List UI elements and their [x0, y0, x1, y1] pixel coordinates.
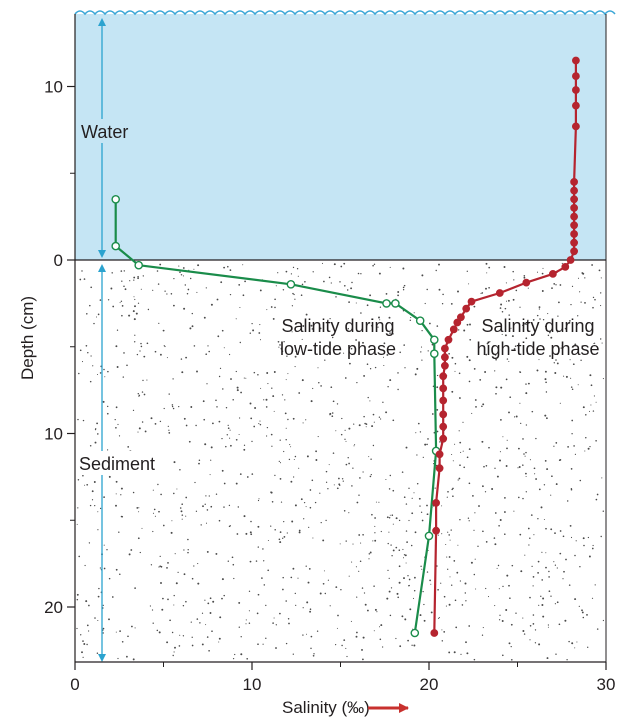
series-layer	[111, 56, 580, 638]
low-tide-data-point	[410, 628, 420, 638]
high-tide-data-point	[570, 204, 578, 212]
high-tide-data-point	[522, 278, 531, 287]
high-tide-data-point	[430, 629, 439, 637]
y-axis-title: Depth (cm)	[18, 296, 37, 380]
high-tide-data-point	[570, 247, 578, 256]
high-tide-data-point	[570, 195, 578, 204]
water-label-bg	[78, 119, 144, 143]
x-tick-label: 0	[70, 675, 79, 694]
low-tide-data-point	[134, 260, 143, 270]
high-tide-data-point	[572, 72, 580, 80]
high-tide-data-point	[572, 122, 580, 131]
high-tide-data-point	[570, 221, 578, 230]
high-tide-data-point	[495, 289, 504, 297]
high-tide-data-point	[432, 526, 441, 535]
x-axis-ticks: 0 10 20 30	[70, 662, 615, 694]
high-tide-data-point	[462, 304, 471, 313]
y-tick-label: 10	[44, 78, 63, 97]
high-tide-data-point	[570, 186, 578, 195]
x-tick-label: 30	[597, 675, 616, 694]
high-tide-data-point	[453, 318, 462, 327]
low-tide-data-point	[424, 531, 434, 541]
sediment-label-bg	[76, 451, 172, 475]
low-tide-series-line	[114, 199, 438, 634]
low-tide-data-point	[286, 279, 296, 289]
high-tide-data-point	[570, 212, 578, 221]
y-tick-label: 10	[44, 425, 63, 444]
x-tick-label: 10	[243, 675, 262, 694]
high-tide-series-label: Salinity during high-tide phase	[476, 316, 599, 359]
high-tide-data-point	[439, 410, 448, 419]
low-tide-data-point	[429, 335, 439, 345]
high-tide-data-point	[467, 297, 476, 306]
high-tide-data-point	[439, 384, 448, 393]
low-tide-data-point	[391, 299, 400, 308]
high-tide-data-point	[441, 361, 449, 370]
low-tide-data-point	[415, 316, 425, 326]
low-tide-data-point	[429, 349, 439, 359]
high-tide-data-point	[570, 238, 578, 247]
high-tide-data-point	[570, 178, 578, 186]
y-tick-label: 0	[54, 251, 63, 270]
high-tide-data-point	[432, 499, 441, 507]
high-tide-data-point	[572, 56, 580, 65]
x-axis-title: Salinity (‰)	[282, 698, 370, 717]
y-axis-ticks: 10 0 10 20	[44, 78, 75, 617]
water-label: Water	[81, 122, 128, 142]
high-tide-data-point	[435, 450, 444, 459]
high-tide-data-point	[572, 86, 580, 94]
high-tide-data-point	[570, 230, 578, 238]
low-tide-data-point	[111, 241, 120, 251]
water-region	[75, 14, 606, 260]
high-tide-data-point	[441, 353, 449, 362]
high-tide-data-point	[444, 335, 453, 344]
high-tide-data-point	[439, 434, 448, 443]
water-surface-wave	[74, 10, 616, 16]
sediment-stipple	[76, 262, 605, 661]
sediment-label: Sediment	[79, 454, 155, 474]
high-tide-data-point	[439, 422, 448, 431]
high-tide-data-point	[439, 396, 448, 405]
high-tide-data-point	[566, 256, 575, 264]
high-tide-data-point	[441, 344, 449, 353]
high-tide-data-point	[435, 464, 444, 473]
low-tide-data-point	[111, 194, 120, 204]
high-tide-data-point	[449, 325, 458, 334]
high-tide-data-point	[572, 101, 580, 110]
low-tide-data-point	[382, 299, 391, 308]
high-tide-data-point	[457, 313, 465, 322]
series-labels: Salinity during low-tide phase Salinity du…	[280, 316, 600, 359]
high-tide-data-point	[439, 372, 448, 381]
y-tick-label: 20	[44, 598, 63, 617]
x-tick-label: 20	[420, 675, 439, 694]
high-tide-data-point	[549, 270, 557, 278]
low-tide-series-label: Salinity during low-tide phase	[280, 316, 396, 359]
high-tide-data-point	[561, 263, 570, 271]
